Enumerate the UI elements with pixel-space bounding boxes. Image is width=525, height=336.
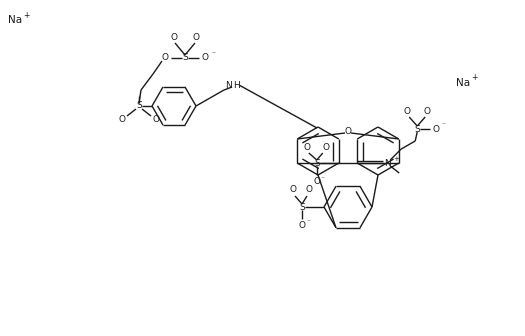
Text: O: O xyxy=(299,220,306,229)
Text: S: S xyxy=(299,203,305,211)
Text: N: N xyxy=(226,81,233,89)
Text: +: + xyxy=(393,156,399,162)
Text: O: O xyxy=(119,116,125,125)
Text: O: O xyxy=(202,53,208,62)
Text: O: O xyxy=(313,176,320,185)
Text: S: S xyxy=(414,125,420,133)
Text: H: H xyxy=(233,82,239,90)
Text: O: O xyxy=(171,33,177,42)
Text: O: O xyxy=(404,107,411,116)
Text: ⁻: ⁻ xyxy=(306,217,310,226)
Text: Na: Na xyxy=(8,15,22,25)
Text: +: + xyxy=(471,74,477,83)
Text: S: S xyxy=(182,53,188,62)
Text: O: O xyxy=(306,185,312,195)
Text: O: O xyxy=(193,33,200,42)
Text: O: O xyxy=(322,142,329,152)
Text: O: O xyxy=(303,142,310,152)
Text: ⁻: ⁻ xyxy=(211,49,215,58)
Text: O: O xyxy=(162,53,169,62)
Text: ⁻: ⁻ xyxy=(441,121,445,129)
Text: N: N xyxy=(384,159,391,168)
Text: ⁻: ⁻ xyxy=(321,174,325,183)
Text: O: O xyxy=(152,116,160,125)
Text: Na: Na xyxy=(456,78,470,88)
Text: O: O xyxy=(344,126,352,135)
Text: O: O xyxy=(424,107,430,116)
Text: O: O xyxy=(433,125,440,133)
Text: O: O xyxy=(289,185,297,195)
Text: +: + xyxy=(23,10,29,19)
Text: S: S xyxy=(136,101,142,111)
Text: S: S xyxy=(314,159,320,168)
